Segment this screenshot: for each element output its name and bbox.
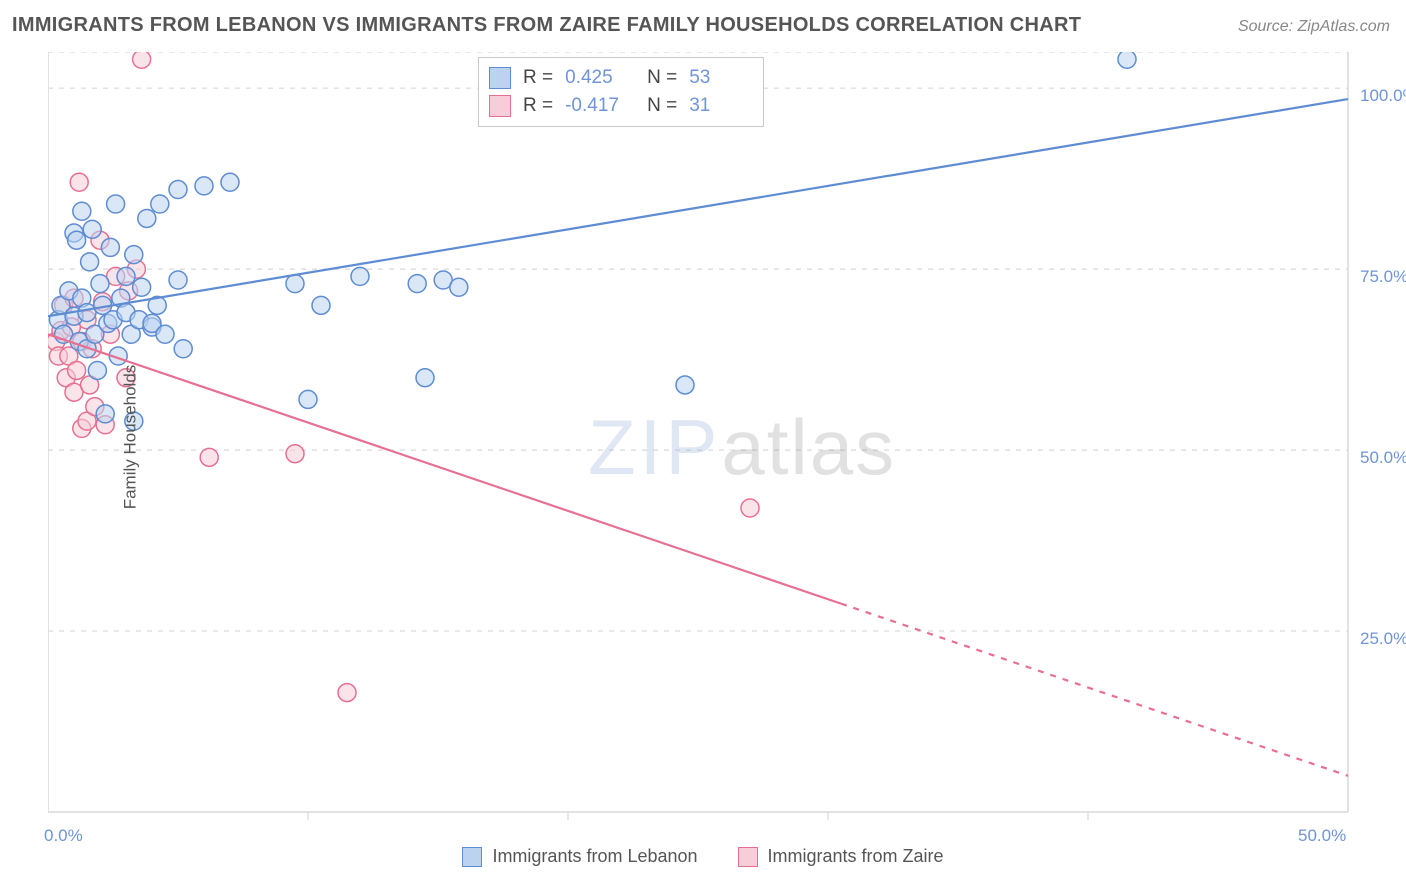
legend-swatch bbox=[462, 847, 482, 867]
stats-swatch bbox=[489, 95, 511, 117]
y-tick-label: 25.0% bbox=[1360, 629, 1406, 649]
stats-row: R = -0.417 N = 31 bbox=[489, 92, 749, 120]
stats-r-value: -0.417 bbox=[565, 92, 625, 120]
stats-n-label: N = bbox=[647, 92, 677, 120]
y-axis-label: Family Households bbox=[120, 365, 140, 510]
stats-r-label: R = bbox=[523, 64, 553, 92]
y-tick-label: 50.0% bbox=[1360, 448, 1406, 468]
stats-n-value: 31 bbox=[689, 92, 749, 120]
correlation-stats-box: R = 0.425 N = 53 R = -0.417 N = 31 bbox=[478, 57, 764, 127]
legend-swatch bbox=[738, 847, 758, 867]
source-attribution: Source: ZipAtlas.com bbox=[1238, 18, 1390, 36]
stats-n-label: N = bbox=[647, 64, 677, 92]
chart-root: IMMIGRANTS FROM LEBANON VS IMMIGRANTS FR… bbox=[0, 0, 1406, 892]
chart-title: IMMIGRANTS FROM LEBANON VS IMMIGRANTS FR… bbox=[12, 14, 1081, 37]
stats-swatch bbox=[489, 67, 511, 89]
chart-svg bbox=[48, 52, 1390, 822]
stats-row: R = 0.425 N = 53 bbox=[489, 64, 749, 92]
legend-bottom: Immigrants from Lebanon Immigrants from Z… bbox=[0, 846, 1406, 867]
plot-area: Family Households ZIPatlas R = 0.425N = … bbox=[48, 52, 1390, 822]
legend-label: Immigrants from Zaire bbox=[768, 846, 944, 867]
legend-item: Immigrants from Lebanon bbox=[462, 846, 697, 867]
legend-label: Immigrants from Lebanon bbox=[492, 846, 697, 867]
legend-item: Immigrants from Zaire bbox=[738, 846, 944, 867]
y-tick-label: 75.0% bbox=[1360, 267, 1406, 287]
x-tick-label: 0.0% bbox=[44, 826, 83, 846]
x-tick-label: 50.0% bbox=[1298, 826, 1346, 846]
stats-n-value: 53 bbox=[689, 64, 749, 92]
stats-r-value: 0.425 bbox=[565, 64, 625, 92]
stats-r-label: R = bbox=[523, 92, 553, 120]
y-tick-label: 100.0% bbox=[1360, 86, 1406, 106]
